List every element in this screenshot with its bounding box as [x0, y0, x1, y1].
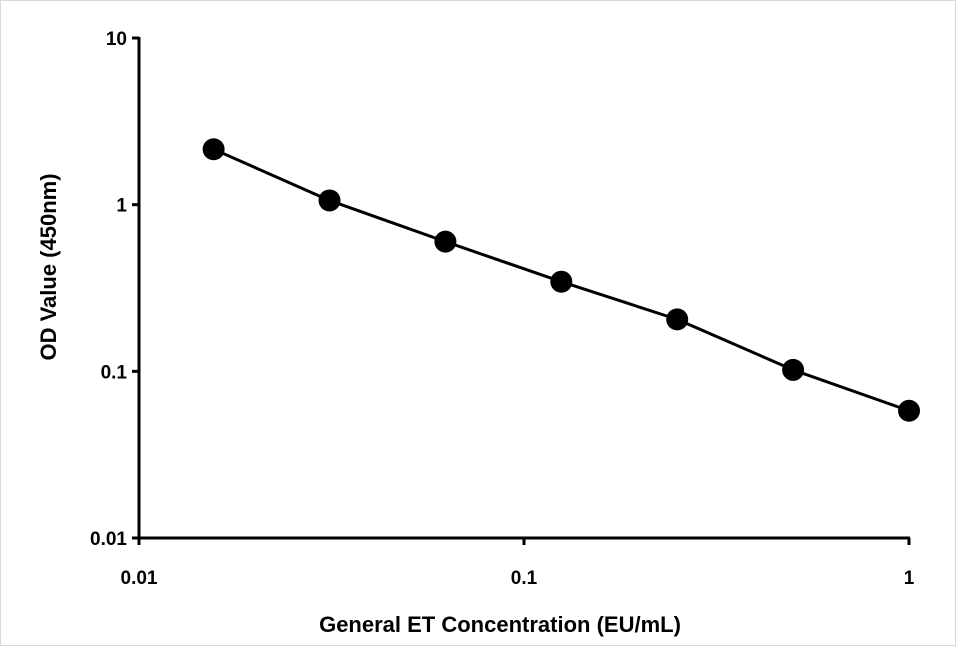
x-tick-label: 1: [904, 568, 915, 589]
axes: [137, 37, 910, 540]
data-point: [782, 358, 805, 381]
series-layer: [202, 138, 920, 422]
data-point: [318, 189, 341, 212]
data-point: [434, 230, 457, 253]
x-axis-title: General ET Concentration (EU/mL): [319, 612, 681, 637]
x-tick-label: 0.01: [121, 568, 158, 589]
y-axis-title: OD Value (450nm): [36, 173, 61, 360]
data-point: [898, 399, 920, 422]
data-point: [550, 270, 573, 293]
y-tick-label: 0.1: [101, 362, 128, 383]
y-tick-label: 10: [106, 29, 127, 50]
data-point: [666, 308, 689, 331]
y-tick-label: 1: [116, 196, 127, 217]
x-tick-label: 0.1: [511, 568, 538, 589]
data-point: [202, 138, 225, 161]
ticks: 0.01 0.1 1 10 0.01 0.1 1: [90, 29, 915, 589]
y-tick-label: 0.01: [90, 529, 127, 550]
